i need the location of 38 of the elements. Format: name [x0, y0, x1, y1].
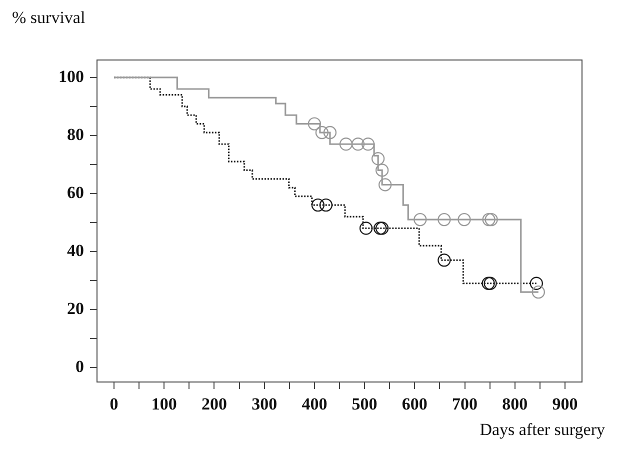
point — [438, 212, 451, 226]
point — [414, 212, 427, 226]
point — [319, 198, 333, 212]
point — [530, 276, 544, 290]
point — [458, 212, 471, 226]
x-tick-label: 700 — [452, 394, 478, 414]
x-tick-label: 100 — [151, 394, 177, 414]
x-tick-label: 600 — [402, 394, 428, 414]
x-tick-label: 500 — [352, 394, 378, 414]
point — [438, 254, 451, 267]
y-tick-label: 100 — [58, 66, 84, 86]
y-tick-label: 20 — [67, 298, 84, 318]
x-tick-label: 400 — [302, 394, 328, 414]
point — [532, 285, 546, 299]
point — [482, 212, 496, 226]
y-tick-label: 60 — [67, 182, 84, 202]
y-tick-label: 0 — [76, 356, 84, 376]
point — [361, 138, 375, 151]
x-tick-label: 900 — [552, 394, 578, 414]
point — [315, 126, 329, 140]
point — [339, 138, 353, 151]
point — [351, 138, 365, 151]
point — [311, 198, 325, 212]
point — [378, 178, 392, 192]
point — [359, 222, 373, 235]
point — [323, 126, 337, 140]
point — [371, 152, 385, 166]
x-tick-label: 300 — [252, 394, 278, 414]
point — [484, 212, 498, 226]
x-tick-label: 200 — [201, 394, 227, 414]
point — [375, 164, 389, 177]
x-tick-label: 800 — [502, 394, 528, 414]
y-tick-label: 80 — [67, 124, 84, 144]
x-tick-label: 0 — [110, 394, 118, 414]
point — [308, 117, 322, 130]
y-tick-label: 40 — [67, 240, 84, 260]
y-axis-title: % survival — [12, 8, 86, 28]
x-axis-title: Days after surgery — [480, 420, 605, 440]
